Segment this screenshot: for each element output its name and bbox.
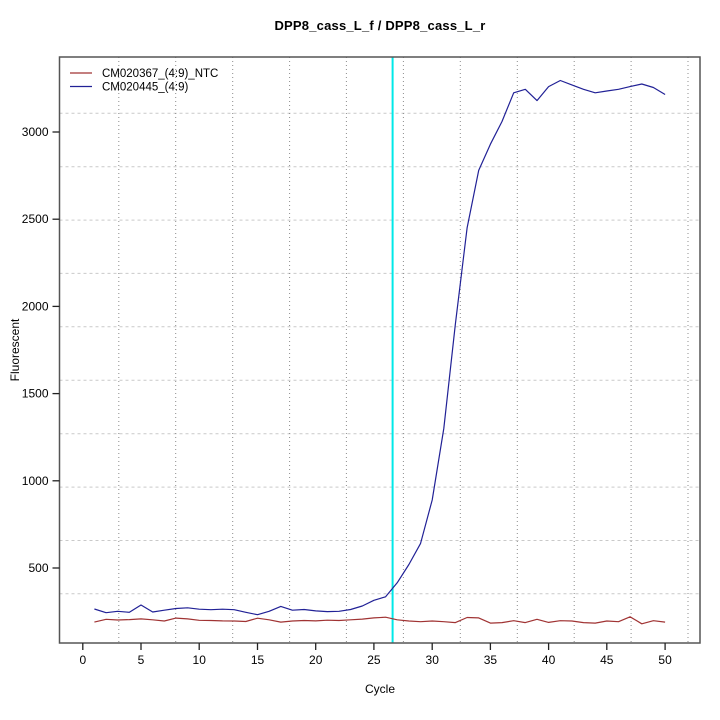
y-tick-label: 1500 — [22, 387, 49, 401]
y-tick-label: 3000 — [22, 125, 49, 139]
x-axis-label: Cycle — [364, 682, 395, 696]
x-tick-label: 30 — [426, 653, 440, 667]
x-tick-label: 0 — [79, 653, 86, 667]
x-tick-label: 5 — [138, 653, 145, 667]
x-tick-label: 35 — [484, 653, 498, 667]
legend-label: CM020367_(4:9)_NTC — [102, 68, 218, 80]
x-tick-label: 50 — [658, 653, 672, 667]
x-tick-label: 20 — [309, 653, 323, 667]
x-tick-label: 15 — [251, 653, 265, 667]
x-tick-label: 25 — [367, 653, 381, 667]
x-tick-label: 40 — [542, 653, 556, 667]
chart-title: DPP8_cass_L_f / DPP8_cass_L_r — [274, 18, 486, 33]
x-tick-label: 10 — [193, 653, 207, 667]
y-tick-label: 1000 — [22, 474, 49, 488]
y-tick-label: 2500 — [22, 212, 49, 226]
x-tick-label: 45 — [600, 653, 614, 667]
plot-border — [58, 56, 701, 644]
series-line-CM020445_(4:9) — [94, 79, 666, 616]
legend-label: CM020445_(4:9) — [102, 82, 188, 94]
y-tick-label: 2000 — [22, 299, 49, 313]
series-line-CM020367_(4:9)_NTC — [94, 616, 666, 625]
y-tick-label: 500 — [28, 561, 48, 575]
